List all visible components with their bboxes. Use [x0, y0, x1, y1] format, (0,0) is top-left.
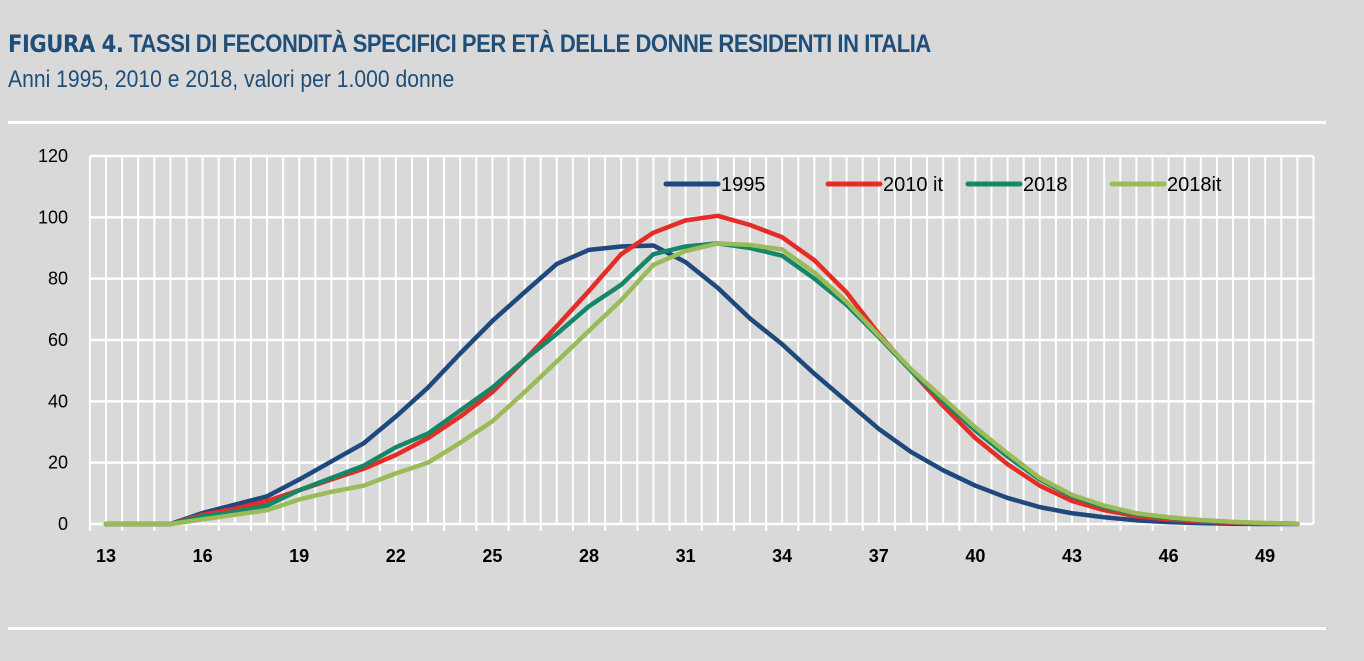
series-lines [103, 213, 1300, 527]
y-tick-label: 40 [48, 391, 68, 411]
x-tick-label: 22 [386, 546, 406, 566]
y-tick-label: 120 [38, 146, 68, 166]
x-tick-label: 49 [1255, 546, 1275, 566]
y-tick-label: 0 [58, 514, 68, 534]
x-tick-label: 13 [96, 546, 116, 566]
figure-label: FIGURA 4. [8, 30, 124, 58]
axes: 0 20 40 60 80 100 120 13 16 19 22 25 28 31 34 37 40 43 46 4… [38, 146, 1283, 566]
figure-subtitle: Anni 1995, 2010 e 2018, valori per 1.000… [8, 66, 455, 93]
top-divider [8, 121, 1326, 124]
legend-label: 2018 [1023, 174, 1068, 196]
y-tick-label: 60 [48, 330, 68, 350]
legend: 1995 2010 it 2018 2018it [663, 174, 1222, 196]
figure-title: FIGURA 4. TASSI DI FECONDITÀ SPECIFICI P… [8, 30, 931, 59]
x-tick-label: 46 [1159, 546, 1179, 566]
x-tick-label: 34 [772, 546, 792, 566]
x-tick-label: 37 [869, 546, 889, 566]
x-tick-label: 25 [482, 546, 502, 566]
x-tick-label: 43 [1062, 546, 1082, 566]
legend-label: 1995 [721, 174, 766, 196]
figure-title-text: TASSI DI FECONDITÀ SPECIFICI PER ETÀ DEL… [129, 30, 931, 58]
x-tick-label: 16 [193, 546, 213, 566]
y-tick-label: 100 [38, 207, 68, 227]
grid [88, 154, 1315, 526]
legend-label: 2010 it [883, 174, 943, 196]
series-line-1995 [103, 243, 1300, 527]
y-tick-label: 20 [48, 453, 68, 473]
x-tick-label: 40 [965, 546, 985, 566]
x-tick-label: 31 [676, 546, 696, 566]
series-line-2018it [103, 241, 1300, 527]
x-tick-label: 28 [579, 546, 599, 566]
bottom-divider [8, 627, 1326, 630]
legend-label: 2018it [1167, 174, 1222, 196]
y-tick-label: 80 [48, 269, 68, 289]
x-tick-label: 19 [289, 546, 309, 566]
